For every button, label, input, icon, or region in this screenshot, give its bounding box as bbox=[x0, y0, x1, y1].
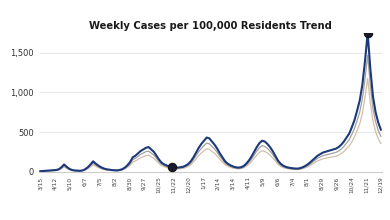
Text: Cases per 100,000 Residents by Race for North Carolina: Cases per 100,000 Residents by Race for … bbox=[23, 11, 367, 21]
Title: Weekly Cases per 100,000 Residents Trend: Weekly Cases per 100,000 Residents Trend bbox=[89, 21, 332, 31]
